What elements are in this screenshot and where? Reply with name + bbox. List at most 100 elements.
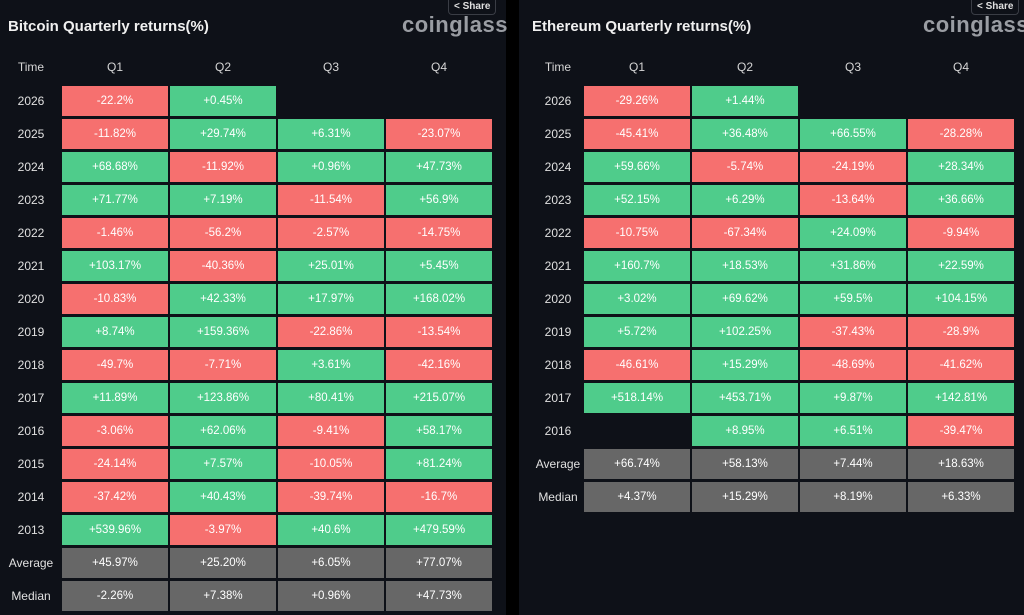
return-cell: +40.6%	[278, 515, 384, 545]
return-cell: +5.72%	[584, 317, 690, 347]
return-cell: -16.7%	[386, 482, 492, 512]
row-label: Average	[535, 457, 581, 471]
return-cell: +8.19%	[800, 482, 906, 512]
return-cell: -39.47%	[908, 416, 1014, 446]
return-cell: +6.33%	[908, 482, 1014, 512]
row-label: 2020	[17, 292, 45, 306]
return-cell: +24.09%	[800, 218, 906, 248]
return-cell: +68.68%	[62, 152, 168, 182]
return-cell: -13.54%	[386, 317, 492, 347]
return-cell: -42.16%	[386, 350, 492, 380]
coinglass-logo: coinglass	[923, 12, 1024, 37]
row-label: 2015	[17, 457, 45, 471]
return-cell: -14.75%	[386, 218, 492, 248]
return-cell: +18.53%	[692, 251, 798, 281]
return-cell: +18.63%	[908, 449, 1014, 479]
return-cell: +123.86%	[170, 383, 276, 413]
row-label: 2018	[544, 358, 572, 372]
return-cell: -11.92%	[170, 152, 276, 182]
row-label: Median	[11, 589, 51, 603]
return-cell: -45.41%	[584, 119, 690, 149]
return-cell: +80.41%	[278, 383, 384, 413]
return-cell: +81.24%	[386, 449, 492, 479]
return-cell: +56.9%	[386, 185, 492, 215]
return-cell: +15.29%	[692, 350, 798, 380]
return-cell: +5.45%	[386, 251, 492, 281]
row-label: 2019	[544, 325, 572, 339]
return-cell: +36.48%	[692, 119, 798, 149]
return-cell: -37.42%	[62, 482, 168, 512]
return-cell: +7.19%	[170, 185, 276, 215]
return-cell: +9.87%	[800, 383, 906, 413]
return-cell: +66.55%	[800, 119, 906, 149]
return-cell: +3.02%	[584, 284, 690, 314]
row-label: 2026	[17, 94, 45, 108]
return-cell: +104.15%	[908, 284, 1014, 314]
return-cell: +22.59%	[908, 251, 1014, 281]
return-cell: -9.94%	[908, 218, 1014, 248]
row-label: 2022	[544, 226, 572, 240]
row-label: 2017	[17, 391, 45, 405]
panel-title: Ethereum Quarterly returns(%)	[532, 18, 752, 35]
return-cell: -24.14%	[62, 449, 168, 479]
return-cell: +4.37%	[584, 482, 690, 512]
return-cell: +453.71%	[692, 383, 798, 413]
return-cell: +3.61%	[278, 350, 384, 380]
return-cell: -23.07%	[386, 119, 492, 149]
return-cell: +7.44%	[800, 449, 906, 479]
column-header-q1: Q1	[628, 60, 645, 74]
share-button[interactable]: < Share	[448, 0, 497, 15]
return-cell: -49.7%	[62, 350, 168, 380]
return-cell: -10.05%	[278, 449, 384, 479]
column-header-q4: Q4	[430, 60, 447, 74]
return-cell: -11.82%	[62, 119, 168, 149]
return-cell: -22.86%	[278, 317, 384, 347]
return-cell: +52.15%	[584, 185, 690, 215]
return-cell: +25.20%	[170, 548, 276, 578]
return-cell: +0.96%	[278, 152, 384, 182]
row-label: Median	[538, 490, 578, 504]
return-cell: -24.19%	[800, 152, 906, 182]
row-label: 2025	[17, 127, 45, 141]
row-label: 2022	[17, 226, 45, 240]
return-cell: +159.36%	[170, 317, 276, 347]
return-cell: +102.25%	[692, 317, 798, 347]
column-header-time: Time	[17, 60, 45, 74]
return-cell: +8.74%	[62, 317, 168, 347]
share-button[interactable]: < Share	[971, 0, 1020, 15]
column-header-q4: Q4	[952, 60, 969, 74]
return-cell: -40.36%	[170, 251, 276, 281]
share-icon: <	[454, 1, 460, 12]
return-cell: -28.9%	[908, 317, 1014, 347]
return-cell: -2.57%	[278, 218, 384, 248]
return-cell: -9.41%	[278, 416, 384, 446]
row-label: 2020	[544, 292, 572, 306]
return-cell: -3.06%	[62, 416, 168, 446]
row-label: 2026	[544, 94, 572, 108]
return-cell: +77.07%	[386, 548, 492, 578]
return-cell: +518.14%	[584, 383, 690, 413]
row-label: 2014	[17, 490, 45, 504]
share-label: Share	[985, 1, 1014, 12]
column-header-q3: Q3	[322, 60, 339, 74]
return-cell: +215.07%	[386, 383, 492, 413]
column-header-time: Time	[544, 60, 572, 74]
return-cell: +66.74%	[584, 449, 690, 479]
return-cell: +71.77%	[62, 185, 168, 215]
return-cell: +40.43%	[170, 482, 276, 512]
return-cell: +47.73%	[386, 581, 492, 611]
row-label: 2024	[17, 160, 45, 174]
return-cell: +58.17%	[386, 416, 492, 446]
return-cell: -41.62%	[908, 350, 1014, 380]
column-header-q2: Q2	[214, 60, 231, 74]
return-cell: +36.66%	[908, 185, 1014, 215]
return-cell: -46.61%	[584, 350, 690, 380]
return-cell: -11.54%	[278, 185, 384, 215]
row-label: 2024	[544, 160, 572, 174]
panel-title: Bitcoin Quarterly returns(%)	[8, 18, 209, 35]
return-cell: -37.43%	[800, 317, 906, 347]
return-cell: +6.31%	[278, 119, 384, 149]
return-cell: +58.13%	[692, 449, 798, 479]
column-header-q3: Q3	[844, 60, 861, 74]
return-cell: +1.44%	[692, 86, 798, 116]
